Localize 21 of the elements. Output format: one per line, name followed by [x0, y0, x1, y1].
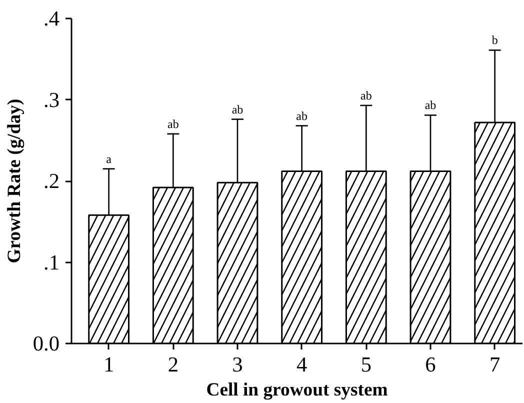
- x-tick-label: 6: [425, 352, 436, 376]
- x-tick-label: 4: [296, 352, 308, 376]
- x-tick-label: 7: [490, 352, 501, 376]
- x-tick-label: 2: [168, 352, 178, 376]
- annotation: ab: [424, 98, 436, 112]
- y-tick-label: .1: [44, 250, 60, 274]
- y-tick-label: .4: [44, 6, 60, 30]
- annotation: b: [492, 33, 498, 48]
- annotation: a: [106, 152, 112, 166]
- x-tick-label: 1: [103, 352, 114, 376]
- annotation: ab: [167, 116, 179, 131]
- x-tick-label: 3: [232, 352, 243, 376]
- annotation: ab: [232, 102, 244, 116]
- x-tick-label: 5: [360, 352, 372, 376]
- y-axis-title: Growth Rate (g/day): [4, 98, 25, 264]
- y-tick-label: .2: [44, 169, 60, 193]
- y-tick-label: 0.0: [32, 332, 60, 356]
- x-axis-title: Cell in growout system: [206, 380, 388, 400]
- annotation: ab: [360, 88, 372, 102]
- y-tick-label: .3: [44, 88, 60, 112]
- annotation: ab: [296, 108, 308, 123]
